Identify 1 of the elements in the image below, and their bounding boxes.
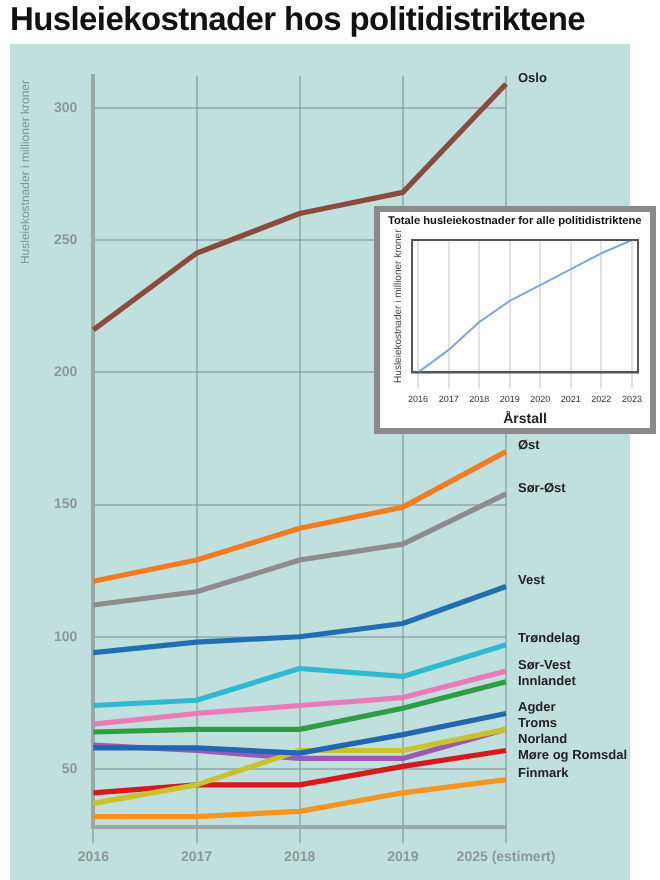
chart-title: Husleiekostnader hos politidistriktene [10, 2, 586, 40]
